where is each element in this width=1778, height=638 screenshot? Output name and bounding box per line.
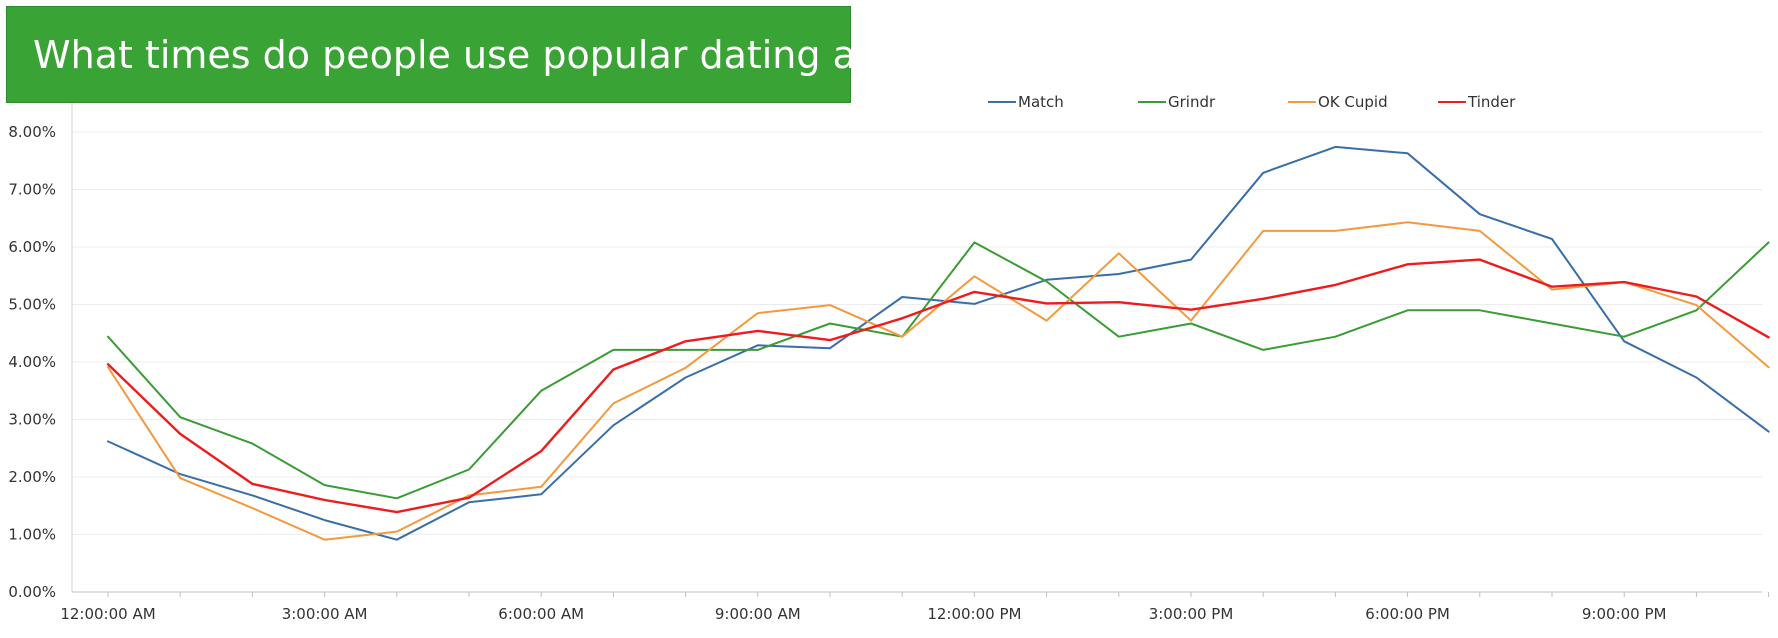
x-tick-label: 6:00:00 PM — [1365, 605, 1450, 623]
series-lines — [106, 145, 1770, 541]
y-tick-label: 3.00% — [8, 411, 56, 429]
x-tick-label: 3:00:00 PM — [1149, 605, 1234, 623]
y-tick-label: 6.00% — [8, 238, 56, 256]
chart-title: What times do people use popular dating … — [33, 32, 945, 77]
axes — [71, 102, 1770, 597]
y-tick-label: 8.00% — [8, 123, 56, 141]
x-tick-label: 6:00:00 AM — [498, 605, 584, 623]
y-tick-label: 1.00% — [8, 526, 56, 544]
legend-label-ok-cupid: OK Cupid — [1318, 93, 1388, 111]
y-axis-tick-labels: 0.00% 1.00% 2.00% 3.00% 4.00% 5.00% 6.00% 7.00%… — [8, 123, 56, 601]
x-tick-label: 12:00:00 PM — [927, 605, 1021, 623]
x-tick-label: 9:00:00 PM — [1582, 605, 1667, 623]
y-tick-label: 2.00% — [8, 468, 56, 486]
y-tick-label: 7.00% — [8, 181, 56, 199]
grid-lines — [72, 131, 1762, 535]
legend-label-grindr: Grindr — [1168, 93, 1216, 111]
series-line-tinder — [106, 258, 1770, 514]
x-tick-label: 12:00:00 AM — [60, 605, 155, 623]
y-tick-label: 4.00% — [8, 353, 56, 371]
title-banner: What times do people use popular dating … — [6, 6, 944, 103]
series-line-ok-cupid — [107, 221, 1770, 541]
y-tick-label: 5.00% — [8, 296, 56, 314]
x-tick-label: 3:00:00 AM — [282, 605, 368, 623]
legend-label-tinder: Tinder — [1467, 93, 1516, 111]
legend: Match Grindr OK Cupid Tinder — [988, 93, 1516, 111]
legend-label-match: Match — [1018, 93, 1064, 111]
y-tick-label: 0.00% — [8, 583, 56, 601]
series-line-match — [107, 145, 1770, 541]
x-tick-label: 9:00:00 AM — [715, 605, 801, 623]
series-line-grindr — [107, 241, 1770, 500]
x-axis-tick-labels: 12:00:00 AM 3:00:00 AM 6:00:00 AM 9:00:00 A… — [60, 605, 1666, 623]
